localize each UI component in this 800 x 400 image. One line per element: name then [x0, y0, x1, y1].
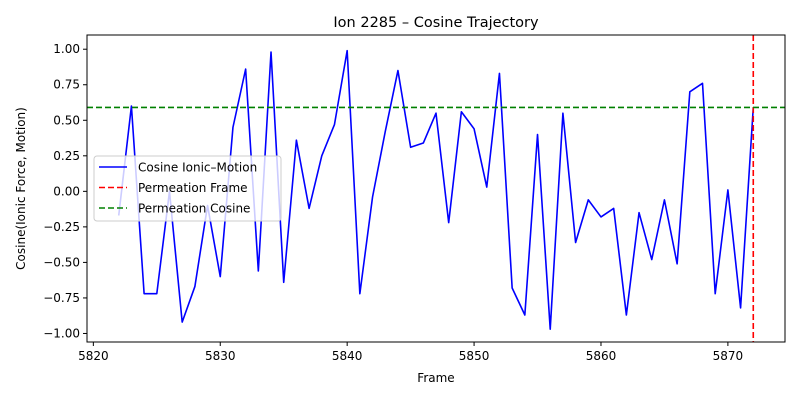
y-tick-label: 0.50	[53, 113, 80, 127]
y-tick-label: 1.00	[53, 42, 80, 56]
y-tick-label: 0.75	[53, 78, 80, 92]
legend-entry-cosine-label: Cosine Ionic–Motion	[138, 161, 257, 175]
x-tick-label: 5840	[332, 349, 363, 363]
series-line-cosine	[117, 49, 755, 331]
y-tick-label: 0.00	[53, 184, 80, 198]
plot-area	[87, 35, 785, 342]
legend-box	[93, 155, 282, 222]
x-tick-label: 5850	[459, 349, 490, 363]
x-tick-label: 5830	[205, 349, 236, 363]
x-axis-label: Frame	[417, 371, 454, 385]
legend-entry-permeation-frame-label: Permeation Frame	[138, 181, 248, 195]
y-axis: −1.00 −0.75 −0.50 −0.25 0.00 0.25 0.50 0.75 1.00	[43, 42, 87, 340]
chart-title: Ion 2285 – Cosine Trajectory	[333, 15, 539, 31]
legend: Cosine Ionic–Motion Permeation Frame Perme…	[93, 155, 282, 222]
y-tick-label: 0.25	[53, 149, 80, 163]
x-tick-label: 5820	[78, 349, 109, 363]
x-tick-label: 5870	[713, 349, 744, 363]
axes-frame	[86, 34, 786, 343]
legend-entry-permeation-cosine-label: Permeation Cosine	[138, 202, 250, 216]
x-tick-label: 5860	[586, 349, 617, 363]
y-tick-label: −0.75	[43, 291, 80, 305]
x-axis: 5820 5830 5840 5850 5860 5870	[78, 342, 743, 363]
y-tick-label: −0.50	[43, 255, 80, 269]
y-axis-label: Cosine(Ionic Force, Motion)	[14, 107, 28, 270]
y-tick-label: −0.25	[43, 220, 80, 234]
y-tick-label: −1.00	[43, 326, 80, 340]
